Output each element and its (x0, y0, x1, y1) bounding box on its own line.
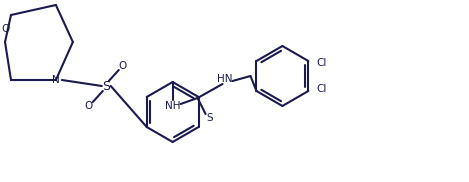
Text: Cl: Cl (316, 84, 327, 94)
Text: O: O (1, 24, 9, 34)
Text: N: N (52, 75, 60, 85)
Text: S: S (102, 80, 110, 92)
Text: HN: HN (217, 74, 232, 84)
Text: O: O (85, 101, 93, 111)
Text: O: O (119, 61, 127, 71)
Text: Cl: Cl (316, 58, 327, 68)
Text: S: S (206, 113, 213, 123)
Text: NH: NH (165, 101, 181, 111)
